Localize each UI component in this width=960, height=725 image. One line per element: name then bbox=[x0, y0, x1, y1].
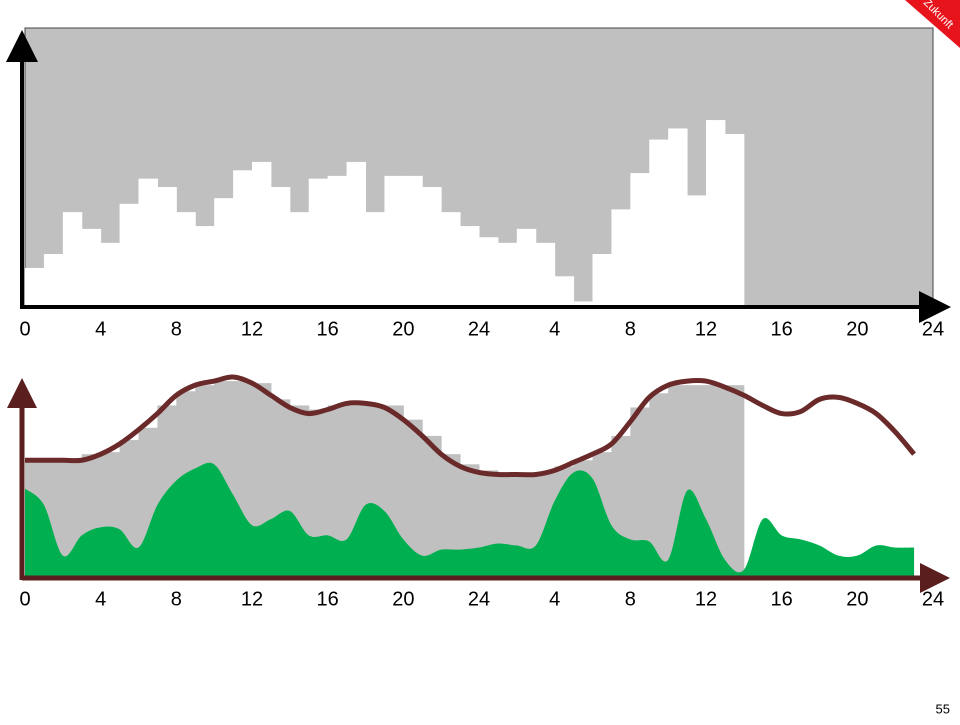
bar bbox=[668, 128, 688, 307]
x-tick-label: 20 bbox=[846, 588, 868, 610]
line bbox=[24, 374, 916, 478]
bar bbox=[630, 173, 650, 307]
x-tick-label: 8 bbox=[171, 318, 182, 340]
x-tick-label: 16 bbox=[771, 588, 793, 610]
bar bbox=[403, 419, 423, 578]
x-tick-label: 4 bbox=[95, 588, 106, 610]
bar bbox=[252, 161, 272, 307]
chart-0: 0 4 8 12 16 20 24 4 8 12 16 20 24 bbox=[6, 27, 951, 340]
bar bbox=[554, 276, 575, 307]
bar bbox=[573, 301, 593, 307]
x-tick-label: 12 bbox=[241, 318, 263, 340]
bar bbox=[138, 178, 158, 307]
bar bbox=[479, 237, 499, 307]
x-tick-label: 4 bbox=[95, 318, 106, 340]
bar bbox=[100, 242, 121, 307]
bar bbox=[346, 161, 366, 307]
bar bbox=[81, 228, 102, 307]
bar bbox=[706, 120, 726, 307]
bar bbox=[630, 407, 650, 578]
x-tick-label: 24 bbox=[922, 318, 944, 340]
bar bbox=[516, 228, 537, 307]
bar bbox=[384, 175, 404, 307]
x-tick-label: 4 bbox=[549, 318, 560, 340]
x-tick-label: 16 bbox=[771, 318, 793, 340]
x-tick-label: 4 bbox=[549, 588, 560, 610]
bar bbox=[422, 187, 442, 307]
x-tick-label: 12 bbox=[241, 588, 263, 610]
x-tick-label: 24 bbox=[468, 588, 490, 610]
bar bbox=[62, 212, 83, 307]
chart-1: 0 4 8 12 16 20 24 4 8 12 16 20 24 bbox=[6, 374, 950, 610]
bar bbox=[43, 253, 64, 307]
area bbox=[25, 462, 915, 578]
bar bbox=[460, 226, 480, 307]
bar bbox=[157, 187, 177, 307]
x-tick-label: 12 bbox=[695, 318, 717, 340]
bar bbox=[270, 187, 291, 307]
x-tick-label: 24 bbox=[468, 318, 490, 340]
x-tick-label: 16 bbox=[317, 318, 339, 340]
x-tick-label: 20 bbox=[392, 318, 414, 340]
bar bbox=[233, 170, 253, 307]
bar bbox=[497, 242, 518, 307]
bar bbox=[422, 435, 442, 578]
bar bbox=[25, 267, 45, 307]
x-tick-label: 12 bbox=[695, 588, 717, 610]
bar bbox=[327, 405, 348, 578]
corner-flag bbox=[905, 0, 960, 48]
x-tick-label: 8 bbox=[625, 588, 636, 610]
x-tick-label: 0 bbox=[19, 588, 30, 610]
x-tick-label: 8 bbox=[171, 588, 182, 610]
x-tick-label: 16 bbox=[317, 588, 339, 610]
bar bbox=[687, 195, 707, 307]
bar bbox=[365, 212, 385, 307]
bar bbox=[649, 139, 669, 307]
bar bbox=[195, 226, 215, 307]
bar bbox=[327, 175, 348, 307]
x-tick-label: 8 bbox=[625, 318, 636, 340]
bar bbox=[176, 212, 196, 307]
bar bbox=[441, 454, 461, 578]
x-tick-label: 24 bbox=[922, 588, 944, 610]
bar bbox=[592, 253, 612, 307]
bar bbox=[403, 175, 423, 307]
bar bbox=[724, 385, 745, 578]
bar bbox=[535, 242, 556, 307]
bar bbox=[119, 203, 139, 307]
x-tick-label: 0 bbox=[19, 318, 30, 340]
bar bbox=[724, 134, 745, 307]
bar bbox=[611, 209, 631, 307]
x-tick-label: 20 bbox=[846, 318, 868, 340]
bar bbox=[441, 212, 461, 307]
bar bbox=[214, 198, 234, 307]
bar bbox=[649, 393, 669, 578]
bar bbox=[289, 212, 310, 307]
x-tick-label: 20 bbox=[392, 588, 414, 610]
bar bbox=[308, 178, 329, 307]
page-number: 55 bbox=[936, 701, 950, 716]
